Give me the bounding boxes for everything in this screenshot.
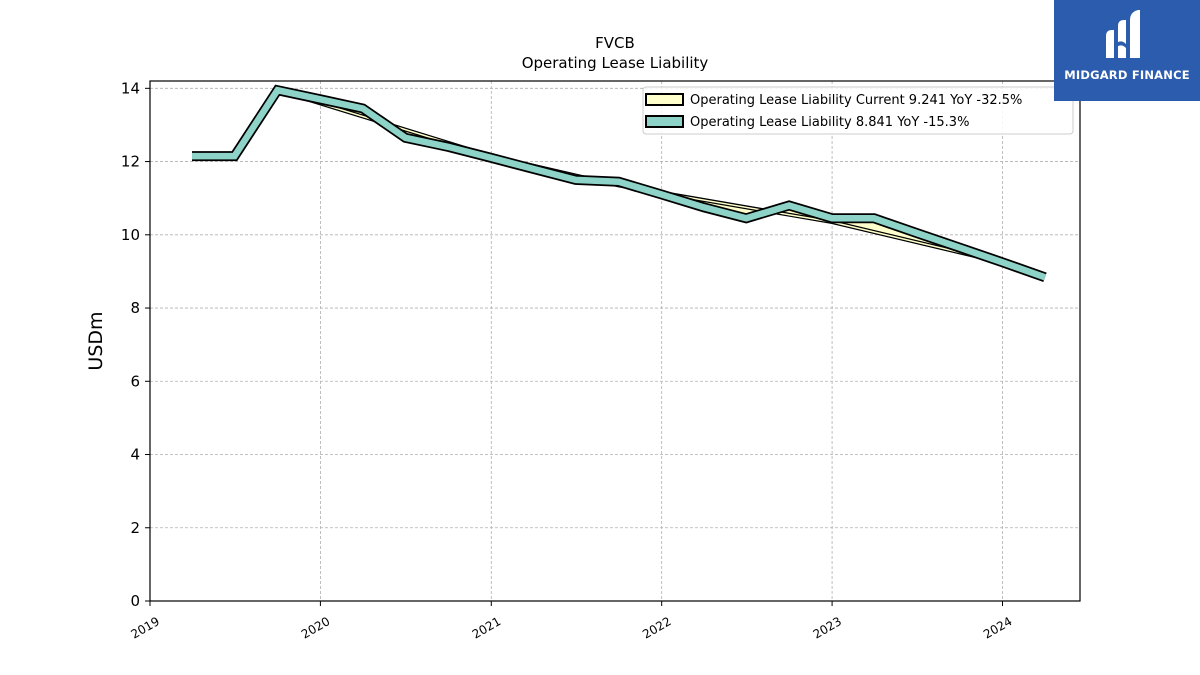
y-tick-label: 2: [130, 519, 140, 537]
legend-swatch-current: [645, 93, 684, 106]
chart-title: FVCB: [595, 34, 635, 52]
legend-label-total: Operating Lease Liability 8.841 YoY -15.…: [690, 115, 969, 130]
x-axis: 2019 2020 2021 2022 2023 2024: [129, 601, 1014, 642]
brand-name: MIDGARD FINANCE: [1064, 68, 1190, 82]
brand-logo: MIDGARD FINANCE: [1054, 0, 1200, 101]
x-tick-label: 2019: [129, 614, 162, 641]
x-tick-label: 2023: [811, 614, 844, 641]
legend: Operating Lease Liability Current 9.241 …: [642, 86, 1074, 135]
x-tick-label: 2022: [640, 614, 673, 641]
x-tick-label: 2021: [470, 614, 503, 641]
legend-frame: [642, 86, 1074, 135]
y-tick-label: 4: [130, 446, 140, 464]
legend-swatch-total: [645, 115, 684, 128]
y-tick-label: 12: [121, 153, 140, 171]
plot-frame: [149, 80, 1081, 602]
midgard-logo-icon: [1106, 10, 1140, 58]
y-tick-label: 10: [121, 226, 140, 244]
y-tick-label: 8: [130, 299, 140, 317]
y-axis-label: USDm: [85, 311, 107, 370]
x-tick-label: 2024: [981, 614, 1014, 641]
legend-label-current: Operating Lease Liability Current 9.241 …: [690, 93, 1022, 108]
y-tick-label: 6: [130, 372, 140, 390]
grid: [149, 81, 1080, 602]
y-axis: 0 2 4 6 8 10 12 14: [121, 79, 150, 610]
series-lines: [192, 84, 1047, 283]
chart-subtitle: Operating Lease Liability: [522, 54, 709, 72]
series-line-total: [192, 86, 1047, 281]
y-tick-label: 14: [121, 79, 140, 97]
x-tick-label: 2020: [299, 614, 332, 641]
y-tick-label: 0: [130, 592, 140, 610]
